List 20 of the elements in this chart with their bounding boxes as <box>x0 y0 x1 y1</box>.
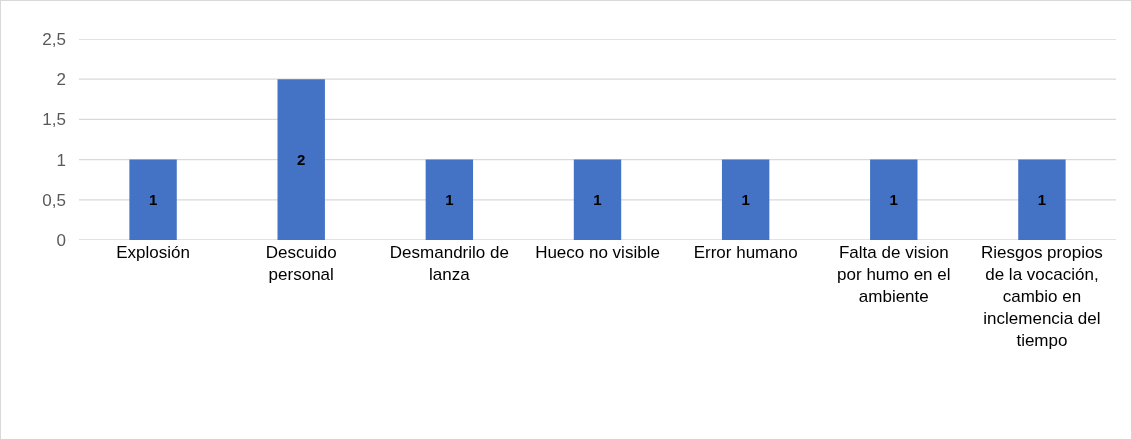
y-tick-label: 2 <box>56 70 66 90</box>
data-label: 2 <box>297 151 306 169</box>
data-label: 1 <box>593 191 602 209</box>
y-tick-label: 1 <box>56 150 66 170</box>
data-label: 1 <box>741 191 750 209</box>
x-tick-label: Error humano <box>693 243 798 262</box>
x-tick-label: Explosión <box>116 243 190 262</box>
x-tick-label: Descuido personal <box>265 243 337 285</box>
data-label: 1 <box>445 191 454 209</box>
x-tick-label: Falta de vision por humo en el ambiente <box>837 243 951 307</box>
data-label: 1 <box>889 191 898 209</box>
y-tick-label: 0,5 <box>42 190 66 210</box>
y-tick-label: 1,5 <box>42 110 66 130</box>
data-label: 1 <box>148 191 158 209</box>
x-tick-label: Desmandrilo de lanza <box>389 243 509 285</box>
x-tick-label: Riesgos propios de la vocación, cambio en inclemencia del tiempo <box>980 243 1103 351</box>
data-label: 1 <box>1037 191 1047 209</box>
x-tick-label: Hueco no visible <box>535 243 660 262</box>
y-tick-label: 0 <box>56 230 66 250</box>
y-tick-label: 2,5 <box>42 29 66 49</box>
